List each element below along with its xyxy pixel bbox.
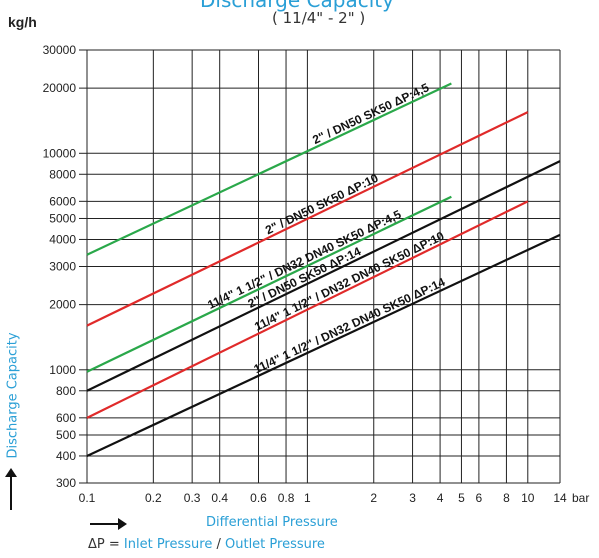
- y-tick-label-9: 5000: [49, 211, 76, 225]
- x-axis-title: Differential Pressure: [206, 515, 338, 530]
- x-tick-label-8: 3: [409, 491, 416, 505]
- x-tick-label-12: 8: [503, 491, 510, 505]
- chart-title-partial: Discharge Capacity: [200, 0, 394, 12]
- series-line-4: [86, 200, 529, 419]
- x-tick-label-1: 0.2: [145, 491, 162, 505]
- slash-separator: /: [212, 537, 225, 552]
- y-tick-label-3: 600: [56, 411, 76, 425]
- x-tick-label-4: 0.6: [250, 491, 267, 505]
- x-tick-label-9: 4: [437, 491, 444, 505]
- y-tick-label-11: 8000: [49, 167, 76, 181]
- y-tick-label-4: 800: [56, 384, 76, 398]
- x-tick-label-13: 10: [521, 491, 535, 505]
- y-tick-label-12: 10000: [43, 146, 77, 160]
- x-unit-label: bar: [572, 491, 589, 505]
- series-line-3: [86, 160, 561, 392]
- y-unit-label: kg/h: [8, 14, 37, 30]
- series-line-5: [86, 233, 561, 457]
- x-tick-label-3: 0.4: [211, 491, 228, 505]
- x-tick-label-2: 0.3: [184, 491, 201, 505]
- series-line-0: [86, 82, 452, 256]
- y-tick-label-1: 400: [56, 449, 76, 463]
- x-tick-label-11: 6: [476, 491, 483, 505]
- delta-p-symbol: ΔP: [88, 537, 105, 552]
- pressure-definition: ΔP = Inlet Pressure / Outlet Pressure: [88, 537, 325, 552]
- outlet-pressure-label: Outlet Pressure: [225, 537, 325, 552]
- y-tick-label-13: 20000: [43, 81, 77, 95]
- series-label-0: 2" / DN50 SK50 ΔP:4,5: [310, 80, 431, 147]
- x-tick-label-0: 0.1: [79, 491, 96, 505]
- inlet-pressure-label: Inlet Pressure: [123, 537, 213, 552]
- equals-sign: =: [104, 537, 124, 552]
- right-arrow-icon: [90, 518, 127, 530]
- up-arrow-icon: [5, 468, 17, 510]
- y-tick-label-0: 300: [56, 476, 76, 490]
- x-tick-label-6: 1: [304, 491, 311, 505]
- y-tick-label-5: 1000: [49, 363, 76, 377]
- series-line-1: [86, 111, 529, 327]
- y-tick-label-2: 500: [56, 428, 76, 442]
- y-tick-label-6: 2000: [49, 298, 76, 312]
- x-tick-label-5: 0.8: [278, 491, 295, 505]
- y-tick-label-10: 6000: [49, 194, 76, 208]
- size-range-label: ( 11/4" - 2" ): [272, 9, 366, 27]
- x-tick-label-10: 5: [458, 491, 465, 505]
- y-tick-label-14: 30000: [43, 43, 77, 57]
- x-tick-label-14: 14: [553, 491, 567, 505]
- y-tick-label-8: 4000: [49, 232, 76, 246]
- series-line-2: [86, 195, 452, 373]
- x-tick-label-7: 2: [370, 491, 377, 505]
- y-tick-label-7: 3000: [49, 260, 76, 274]
- y-axis-title: Discharge Capacity: [5, 332, 21, 459]
